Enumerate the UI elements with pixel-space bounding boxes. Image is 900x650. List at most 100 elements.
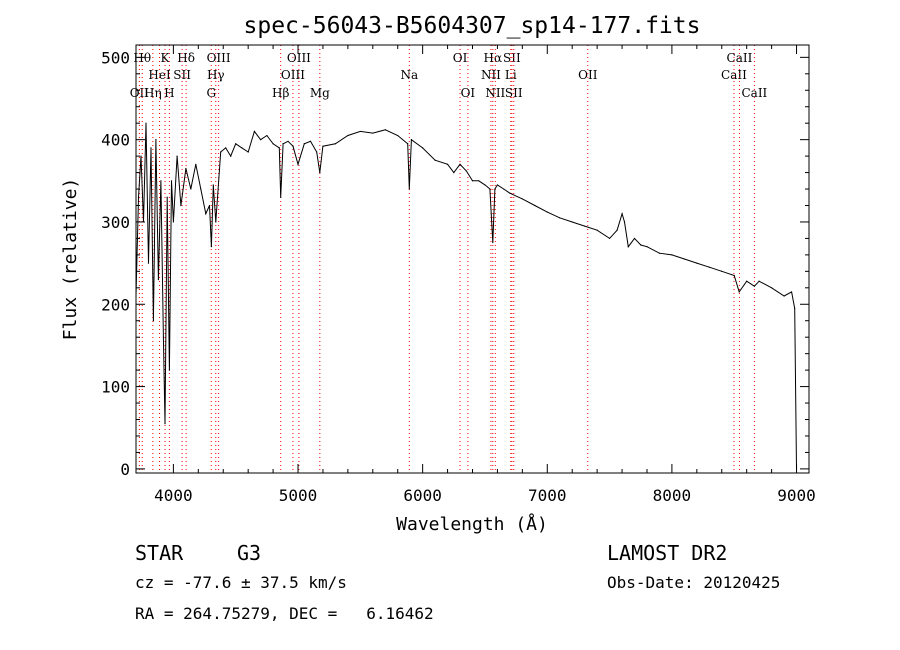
- data-point: [503, 188, 505, 190]
- data-point: [584, 225, 586, 227]
- data-point: [280, 196, 282, 198]
- data-point: [509, 192, 511, 194]
- data-point: [696, 262, 698, 264]
- obs-date-text: Obs-Date: 20120425: [607, 573, 780, 592]
- x-tick-label: 9000: [777, 486, 816, 505]
- marker-label: CaII: [727, 51, 753, 65]
- data-point: [658, 252, 661, 254]
- data-point: [616, 229, 618, 231]
- y-tick-label: 300: [101, 213, 130, 232]
- data-point: [478, 180, 480, 182]
- data-point: [210, 246, 213, 248]
- data-point: [185, 167, 187, 170]
- data-point: [410, 139, 413, 141]
- data-point: [140, 155, 142, 157]
- marker-label: K: [161, 51, 171, 65]
- data-point: [347, 134, 349, 137]
- marker-label: H: [164, 86, 174, 100]
- x-tick-label: 7000: [528, 486, 567, 505]
- marker-label: NII: [485, 86, 505, 100]
- marker-label: CaII: [741, 86, 767, 100]
- data-point: [215, 221, 217, 223]
- data-point: [162, 336, 165, 338]
- data-point: [152, 320, 155, 322]
- marker-label: SII: [503, 51, 521, 65]
- data-point: [319, 171, 321, 174]
- data-point: [422, 147, 424, 149]
- marker-label: Hθ: [133, 51, 151, 65]
- data-point: [247, 151, 249, 153]
- marker-label: Mg: [310, 86, 330, 100]
- x-tick-label: 6000: [403, 486, 442, 505]
- data-point: [492, 241, 494, 244]
- data-point: [212, 184, 214, 186]
- marker-label: SII: [173, 68, 191, 82]
- data-point: [733, 274, 735, 277]
- data-point: [195, 163, 197, 165]
- x-tick-label: 5000: [279, 486, 318, 505]
- spectral-line-markers: OII Hθ Hη HeI K H SII Hδ Hγ G OIII Hβ OIII OIII Mg Na OI…: [130, 45, 768, 473]
- chart-title: spec-56043-B5604307_sp14-177.fits: [244, 13, 701, 39]
- spectrum-line: [135, 123, 797, 469]
- data-point: [596, 229, 598, 231]
- marker-label: OIII: [281, 68, 305, 82]
- data-point: [397, 134, 399, 137]
- data-point: [266, 134, 268, 137]
- data-point: [166, 196, 168, 198]
- data-point: [176, 155, 178, 157]
- marker-label: Li: [505, 68, 517, 82]
- data-point: [292, 145, 294, 147]
- data-point: [150, 147, 152, 149]
- data-point: [627, 246, 629, 248]
- data-point: [459, 163, 461, 165]
- marker-label: HeI: [148, 68, 171, 82]
- data-point: [145, 122, 147, 124]
- plot-frame: [135, 44, 810, 474]
- data-point: [372, 132, 374, 134]
- marker-label: Hδ: [177, 51, 195, 65]
- data-point: [230, 155, 232, 157]
- data-point: [157, 278, 160, 281]
- marker-label: OII: [130, 86, 150, 100]
- x-axis: 4000 5000 6000 7000 8000 9000: [154, 45, 816, 505]
- data-point: [623, 221, 626, 223]
- y-tick-label: 100: [101, 378, 130, 397]
- data-point: [408, 188, 410, 190]
- data-point: [753, 285, 756, 287]
- data-point: [164, 423, 166, 425]
- data-point: [608, 237, 611, 240]
- marker-label: Hα: [484, 51, 503, 65]
- object-class: STAR: [135, 541, 184, 565]
- data-point: [322, 145, 324, 147]
- coordinates-text: RA = 264.75279, DEC = 6.16462: [135, 604, 434, 623]
- marker-label: OII: [578, 68, 598, 82]
- marker-label: OIII: [207, 51, 231, 65]
- y-tick-label: 0: [120, 460, 130, 479]
- y-tick-label: 200: [101, 295, 130, 314]
- data-point: [297, 163, 299, 165]
- x-axis-label: Wavelength (Å): [396, 513, 548, 535]
- y-axis: 0 100 200 300 400 500: [101, 48, 809, 479]
- data-point: [272, 143, 274, 145]
- data-point: [155, 139, 157, 141]
- data-point: [640, 244, 642, 246]
- marker-label: Hβ: [272, 86, 289, 100]
- data-point: [738, 291, 740, 293]
- marker-label: NII: [481, 68, 501, 82]
- data-point: [180, 204, 182, 207]
- data-point: [253, 130, 255, 133]
- data-point: [794, 307, 796, 309]
- object-subclass: G3: [237, 541, 261, 565]
- data-point: [559, 217, 561, 219]
- x-tick-label: 4000: [154, 486, 193, 505]
- data-point: [489, 188, 491, 190]
- data-point: [683, 258, 685, 260]
- marker-label: G: [206, 86, 216, 100]
- data-point: [494, 188, 496, 190]
- data-point: [621, 213, 623, 215]
- data-point: [790, 291, 793, 293]
- data-point: [208, 204, 211, 207]
- data-point: [746, 280, 748, 282]
- marker-label: CaII: [721, 68, 747, 82]
